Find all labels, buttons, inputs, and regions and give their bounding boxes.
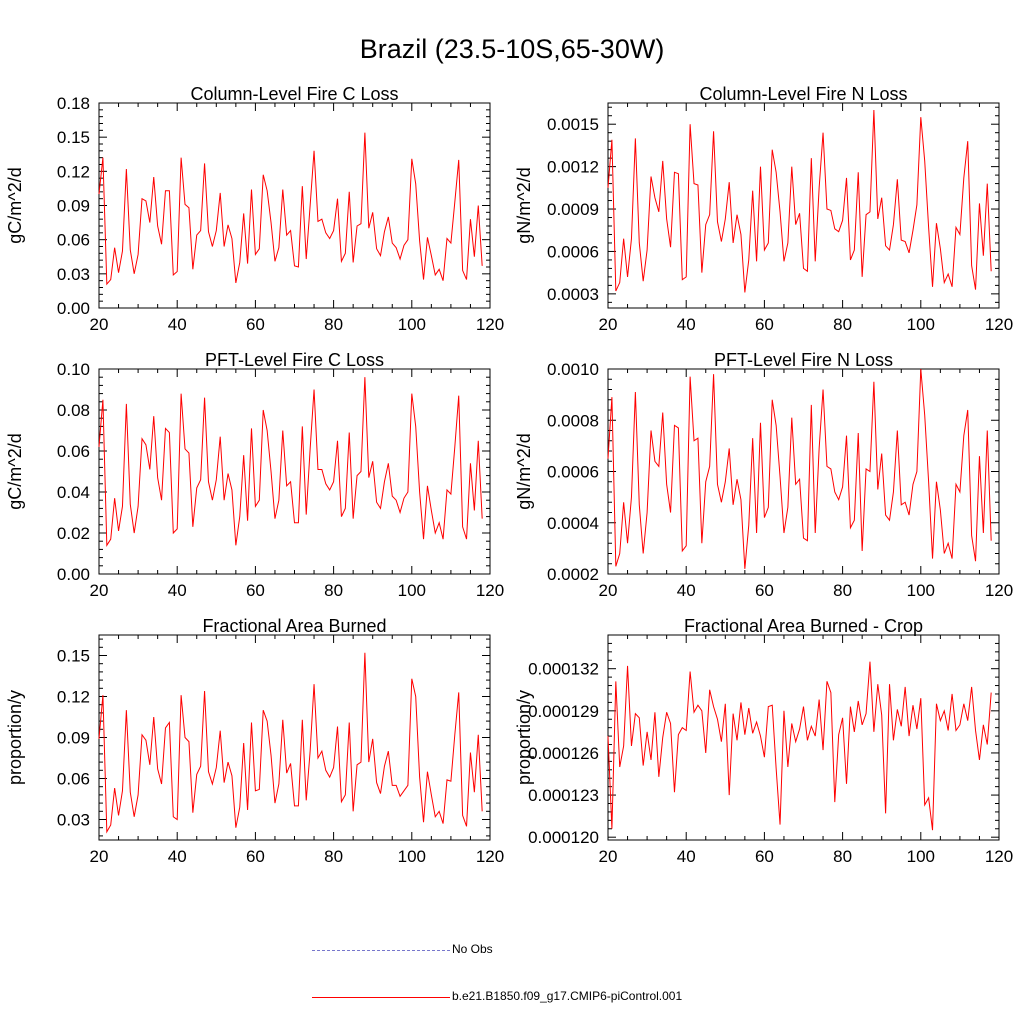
y-axis-label: gC/m^2/d bbox=[5, 433, 25, 509]
series-line bbox=[98, 652, 483, 834]
y-tick-label: 0.0006 bbox=[547, 242, 599, 261]
plot-frame bbox=[98, 634, 491, 841]
y-tick-label: 0.000123 bbox=[528, 786, 599, 805]
y-axis-label: gN/m^2/d bbox=[514, 167, 534, 243]
x-tick-label: 60 bbox=[246, 847, 265, 866]
x-tick-label: 120 bbox=[985, 581, 1013, 600]
y-tick-label: 0.0003 bbox=[547, 285, 599, 304]
panel-title: Fractional Area Burned bbox=[202, 616, 386, 636]
y-axis-label: gC/m^2/d bbox=[5, 167, 25, 243]
panel-title: Column-Level Fire N Loss bbox=[699, 84, 907, 104]
plot-frame bbox=[607, 368, 1000, 575]
y-tick-label: 0.00 bbox=[57, 299, 90, 318]
x-tick-label: 40 bbox=[168, 315, 187, 334]
x-tick-label: 100 bbox=[907, 581, 935, 600]
series-line bbox=[607, 661, 992, 831]
x-tick-label: 20 bbox=[599, 581, 618, 600]
x-tick-label: 60 bbox=[755, 581, 774, 600]
y-tick-label: 0.0002 bbox=[547, 565, 599, 584]
y-tick-label: 0.06 bbox=[57, 231, 90, 250]
x-tick-label: 60 bbox=[755, 315, 774, 334]
x-tick-label: 60 bbox=[246, 315, 265, 334]
y-tick-label: 0.000132 bbox=[528, 660, 599, 679]
x-tick-label: 100 bbox=[907, 315, 935, 334]
plot-frame bbox=[607, 102, 1000, 309]
x-tick-label: 80 bbox=[324, 847, 343, 866]
y-tick-label: 0.04 bbox=[57, 483, 90, 502]
y-tick-label: 0.0015 bbox=[547, 115, 599, 134]
x-tick-label: 60 bbox=[246, 581, 265, 600]
legend-label-model-run: b.e21.B1850.f09_g17.CMIP6-piControl.001 bbox=[452, 989, 683, 1003]
x-tick-label: 120 bbox=[985, 315, 1013, 334]
series-line bbox=[607, 110, 992, 293]
series-line bbox=[607, 368, 992, 569]
y-tick-label: 0.0006 bbox=[547, 463, 599, 482]
legend-label-no-obs: No Obs bbox=[452, 942, 493, 956]
x-tick-label: 20 bbox=[599, 315, 618, 334]
x-tick-label: 80 bbox=[324, 581, 343, 600]
y-axis-label: gN/m^2/d bbox=[514, 433, 534, 509]
panel-title: PFT-Level Fire N Loss bbox=[714, 350, 893, 370]
panel-title: Column-Level Fire C Loss bbox=[190, 84, 398, 104]
y-tick-label: 0.000120 bbox=[528, 828, 599, 847]
y-tick-label: 0.15 bbox=[57, 128, 90, 147]
series-line bbox=[98, 132, 483, 286]
y-tick-label: 0.12 bbox=[57, 162, 90, 181]
panel-title: Fractional Area Burned - Crop bbox=[684, 616, 923, 636]
legend-swatch-solid bbox=[312, 997, 450, 998]
x-tick-label: 40 bbox=[168, 581, 187, 600]
y-tick-label: 0.15 bbox=[57, 647, 90, 666]
x-tick-label: 20 bbox=[90, 581, 109, 600]
y-tick-label: 0.06 bbox=[57, 770, 90, 789]
x-tick-label: 40 bbox=[677, 581, 696, 600]
y-tick-label: 0.0012 bbox=[547, 158, 599, 177]
y-tick-label: 0.02 bbox=[57, 524, 90, 543]
y-tick-label: 0.09 bbox=[57, 729, 90, 748]
x-tick-label: 20 bbox=[90, 315, 109, 334]
y-tick-label: 0.06 bbox=[57, 442, 90, 461]
plot-frame bbox=[98, 102, 491, 309]
x-tick-label: 80 bbox=[833, 581, 852, 600]
x-tick-label: 120 bbox=[985, 847, 1013, 866]
y-axis-label: proportion/y bbox=[514, 690, 534, 785]
y-tick-label: 0.0008 bbox=[547, 411, 599, 430]
y-tick-label: 0.18 bbox=[57, 94, 90, 113]
y-tick-label: 0.0009 bbox=[547, 200, 599, 219]
x-tick-label: 80 bbox=[324, 315, 343, 334]
figure-title: Brazil (23.5-10S,65-30W) bbox=[359, 34, 665, 64]
x-tick-label: 120 bbox=[476, 315, 504, 334]
y-tick-label: 0.09 bbox=[57, 197, 90, 216]
y-tick-label: 0.03 bbox=[57, 811, 90, 830]
x-tick-label: 100 bbox=[398, 847, 426, 866]
x-tick-label: 20 bbox=[599, 847, 618, 866]
y-tick-label: 0.08 bbox=[57, 401, 90, 420]
plot-frame bbox=[607, 634, 1000, 841]
y-tick-label: 0.0004 bbox=[547, 514, 599, 533]
y-tick-label: 0.03 bbox=[57, 265, 90, 284]
y-axis-label: proportion/y bbox=[5, 690, 25, 785]
x-tick-label: 120 bbox=[476, 847, 504, 866]
x-tick-label: 100 bbox=[398, 581, 426, 600]
x-tick-label: 100 bbox=[398, 315, 426, 334]
panel-title: PFT-Level Fire C Loss bbox=[205, 350, 384, 370]
x-tick-label: 120 bbox=[476, 581, 504, 600]
y-tick-label: 0.00 bbox=[57, 565, 90, 584]
x-tick-label: 80 bbox=[833, 315, 852, 334]
series-line bbox=[98, 377, 483, 547]
x-tick-label: 100 bbox=[907, 847, 935, 866]
x-tick-label: 60 bbox=[755, 847, 774, 866]
y-tick-label: 0.12 bbox=[57, 688, 90, 707]
x-tick-label: 40 bbox=[677, 847, 696, 866]
legend-swatch-dashed bbox=[312, 950, 450, 951]
y-tick-label: 0.000129 bbox=[528, 702, 599, 721]
x-tick-label: 20 bbox=[90, 847, 109, 866]
x-tick-label: 40 bbox=[677, 315, 696, 334]
y-tick-label: 0.000126 bbox=[528, 744, 599, 763]
x-tick-label: 40 bbox=[168, 847, 187, 866]
y-tick-label: 0.10 bbox=[57, 360, 90, 379]
x-tick-label: 80 bbox=[833, 847, 852, 866]
y-tick-label: 0.0010 bbox=[547, 360, 599, 379]
